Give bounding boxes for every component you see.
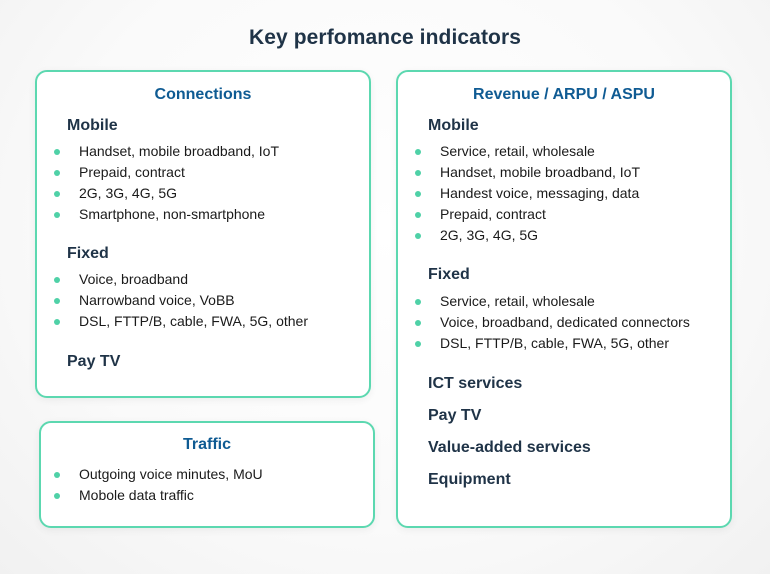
- revenue-mobile-list: Service, retail, wholesale Handset, mobi…: [412, 141, 640, 246]
- list-item: 2G, 3G, 4G, 5G: [412, 225, 640, 246]
- bullet-icon: [54, 472, 60, 478]
- list-item: DSL, FTTP/B, cable, FWA, 5G, other: [51, 311, 308, 332]
- connections-fixed-heading: Fixed: [67, 245, 109, 262]
- bullet-icon: [415, 149, 421, 155]
- traffic-title: Traffic: [182, 436, 231, 453]
- list-item: Handset, mobile broadband, IoT: [412, 162, 640, 183]
- bullet-icon: [54, 149, 60, 155]
- list-item: Handset, mobile broadband, IoT: [51, 141, 279, 162]
- traffic-card: Traffic Outgoing voice minutes, MoU Mobo…: [39, 421, 375, 528]
- bullet-icon: [54, 493, 60, 499]
- list-item: Narrowband voice, VoBB: [51, 290, 308, 311]
- bullet-icon: [54, 319, 60, 325]
- revenue-ict-heading: ICT services: [428, 375, 523, 392]
- revenue-title: Revenue / ARPU / ASPU: [473, 86, 655, 103]
- list-item: Service, retail, wholesale: [412, 141, 640, 162]
- revenue-card: Revenue / ARPU / ASPU Mobile Service, re…: [396, 70, 732, 528]
- bullet-icon: [415, 299, 421, 305]
- bullet-icon: [415, 170, 421, 176]
- revenue-fixed-list: Service, retail, wholesale Voice, broadb…: [412, 291, 690, 354]
- list-item: Service, retail, wholesale: [412, 291, 690, 312]
- connections-fixed-list: Voice, broadband Narrowband voice, VoBB …: [51, 269, 308, 332]
- list-item: Voice, broadband: [51, 269, 308, 290]
- bullet-icon: [415, 191, 421, 197]
- revenue-mobile-heading: Mobile: [428, 117, 479, 134]
- connections-title: Connections: [154, 86, 252, 103]
- bullet-icon: [54, 191, 60, 197]
- list-item: Smartphone, non-smartphone: [51, 204, 279, 225]
- traffic-list: Outgoing voice minutes, MoU Mobole data …: [51, 464, 263, 506]
- list-item: DSL, FTTP/B, cable, FWA, 5G, other: [412, 333, 690, 354]
- page-title: Key perfomance indicators: [248, 26, 522, 49]
- connections-card: Connections Mobile Handset, mobile broad…: [35, 70, 371, 398]
- revenue-vas-heading: Value-added services: [428, 439, 591, 456]
- bullet-icon: [415, 320, 421, 326]
- revenue-equipment-heading: Equipment: [428, 471, 511, 488]
- bullet-icon: [415, 233, 421, 239]
- revenue-paytv-heading: Pay TV: [428, 407, 482, 424]
- connections-mobile-heading: Mobile: [67, 117, 118, 134]
- list-item: Handest voice, messaging, data: [412, 183, 640, 204]
- bullet-icon: [415, 212, 421, 218]
- bullet-icon: [54, 298, 60, 304]
- bullet-icon: [54, 277, 60, 283]
- connections-mobile-list: Handset, mobile broadband, IoT Prepaid, …: [51, 141, 279, 225]
- revenue-fixed-heading: Fixed: [428, 266, 470, 283]
- bullet-icon: [54, 212, 60, 218]
- list-item: Mobole data traffic: [51, 485, 263, 506]
- connections-paytv-heading: Pay TV: [67, 353, 121, 370]
- bullet-icon: [415, 341, 421, 347]
- list-item: Prepaid, contract: [412, 204, 640, 225]
- list-item: 2G, 3G, 4G, 5G: [51, 183, 279, 204]
- list-item: Outgoing voice minutes, MoU: [51, 464, 263, 485]
- list-item: Prepaid, contract: [51, 162, 279, 183]
- list-item: Voice, broadband, dedicated connectors: [412, 312, 690, 333]
- bullet-icon: [54, 170, 60, 176]
